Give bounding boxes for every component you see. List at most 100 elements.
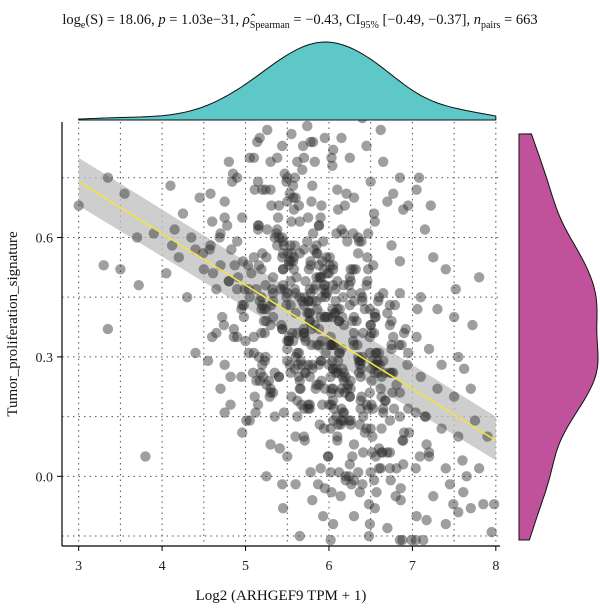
- data-point: [350, 264, 361, 275]
- data-point: [365, 176, 376, 187]
- data-point: [244, 415, 255, 426]
- data-point: [367, 431, 378, 442]
- data-point: [281, 291, 292, 303]
- data-point: [194, 192, 205, 203]
- data-point: [344, 391, 356, 402]
- data-point: [322, 451, 334, 462]
- data-point: [352, 339, 363, 351]
- data-point: [428, 491, 439, 502]
- data-point: [411, 510, 422, 522]
- data-point: [272, 212, 284, 223]
- data-point: [285, 367, 296, 379]
- data-point: [448, 311, 460, 323]
- data-point: [469, 415, 481, 426]
- data-point: [236, 303, 247, 315]
- data-point: [324, 339, 336, 351]
- data-point: [313, 260, 325, 271]
- stats-p-value: = 1.03e−31,: [165, 12, 243, 28]
- data-point: [348, 311, 360, 323]
- data-point: [311, 272, 322, 283]
- data-point: [277, 232, 288, 243]
- data-point: [238, 299, 250, 311]
- data-point: [277, 248, 289, 259]
- data-point: [310, 383, 321, 394]
- data-point: [333, 387, 345, 398]
- data-point: [318, 264, 330, 275]
- data-point: [320, 291, 331, 303]
- data-point: [333, 467, 345, 478]
- data-point: [488, 498, 500, 510]
- data-point: [252, 399, 264, 410]
- data-point: [313, 220, 325, 231]
- data-point: [372, 359, 383, 371]
- data-point: [336, 224, 347, 235]
- data-point: [300, 276, 311, 287]
- data-point: [362, 252, 373, 263]
- data-point: [169, 224, 180, 235]
- data-point: [319, 483, 330, 494]
- data-point: [357, 291, 368, 303]
- data-point: [348, 439, 360, 450]
- data-point: [267, 287, 279, 299]
- data-point: [311, 240, 322, 251]
- data-point: [237, 427, 248, 438]
- data-point: [436, 359, 447, 371]
- data-point: [165, 180, 176, 191]
- data-point: [282, 196, 293, 207]
- data-point: [294, 375, 305, 386]
- data-point: [394, 172, 406, 183]
- data-point: [367, 355, 378, 367]
- data-point: [298, 431, 310, 442]
- data-point: [181, 291, 193, 303]
- data-point: [260, 184, 271, 195]
- data-point: [252, 224, 264, 235]
- data-point: [386, 339, 397, 351]
- data-point: [133, 280, 144, 291]
- data-point: [319, 280, 330, 291]
- data-point: [378, 156, 389, 168]
- data-point: [265, 156, 276, 168]
- data-point: [412, 303, 423, 315]
- data-point: [256, 291, 267, 303]
- data-point: [313, 379, 325, 390]
- data-point: [219, 359, 230, 371]
- data-point: [140, 451, 151, 462]
- data-point: [316, 375, 327, 386]
- data-point: [325, 534, 336, 546]
- data-point: [275, 284, 286, 295]
- stats-ci-value: [−0.49, −0.37],: [378, 12, 474, 28]
- data-point: [253, 220, 265, 231]
- data-point: [372, 355, 383, 367]
- data-point: [307, 363, 318, 375]
- data-point: [277, 323, 288, 335]
- data-point: [216, 311, 228, 323]
- data-point: [450, 284, 461, 295]
- data-point: [327, 144, 339, 156]
- data-point: [307, 180, 318, 191]
- data-point: [343, 471, 355, 482]
- data-point: [397, 435, 408, 446]
- data-point: [302, 295, 314, 307]
- data-point: [375, 463, 386, 474]
- data-point: [322, 311, 334, 323]
- data-point: [388, 188, 399, 199]
- data-point: [257, 371, 269, 382]
- data-point: [359, 427, 371, 438]
- data-point: [325, 423, 336, 434]
- data-point: [261, 471, 272, 482]
- data-point: [336, 415, 347, 426]
- data-point: [303, 307, 315, 319]
- stats-annotation: loge(S) = 18.06, p = 1.03e−31, ρ̂Spearma…: [0, 12, 600, 31]
- data-point: [205, 240, 216, 251]
- data-point: [336, 132, 347, 144]
- data-point: [331, 228, 342, 239]
- data-point: [336, 403, 347, 414]
- data-point: [332, 204, 344, 215]
- data-point: [229, 260, 240, 271]
- data-point: [254, 295, 265, 307]
- data-point: [355, 403, 366, 414]
- data-point: [335, 419, 346, 430]
- stats-n-value: = 663: [500, 12, 538, 28]
- data-point: [391, 463, 402, 474]
- data-point: [465, 383, 476, 394]
